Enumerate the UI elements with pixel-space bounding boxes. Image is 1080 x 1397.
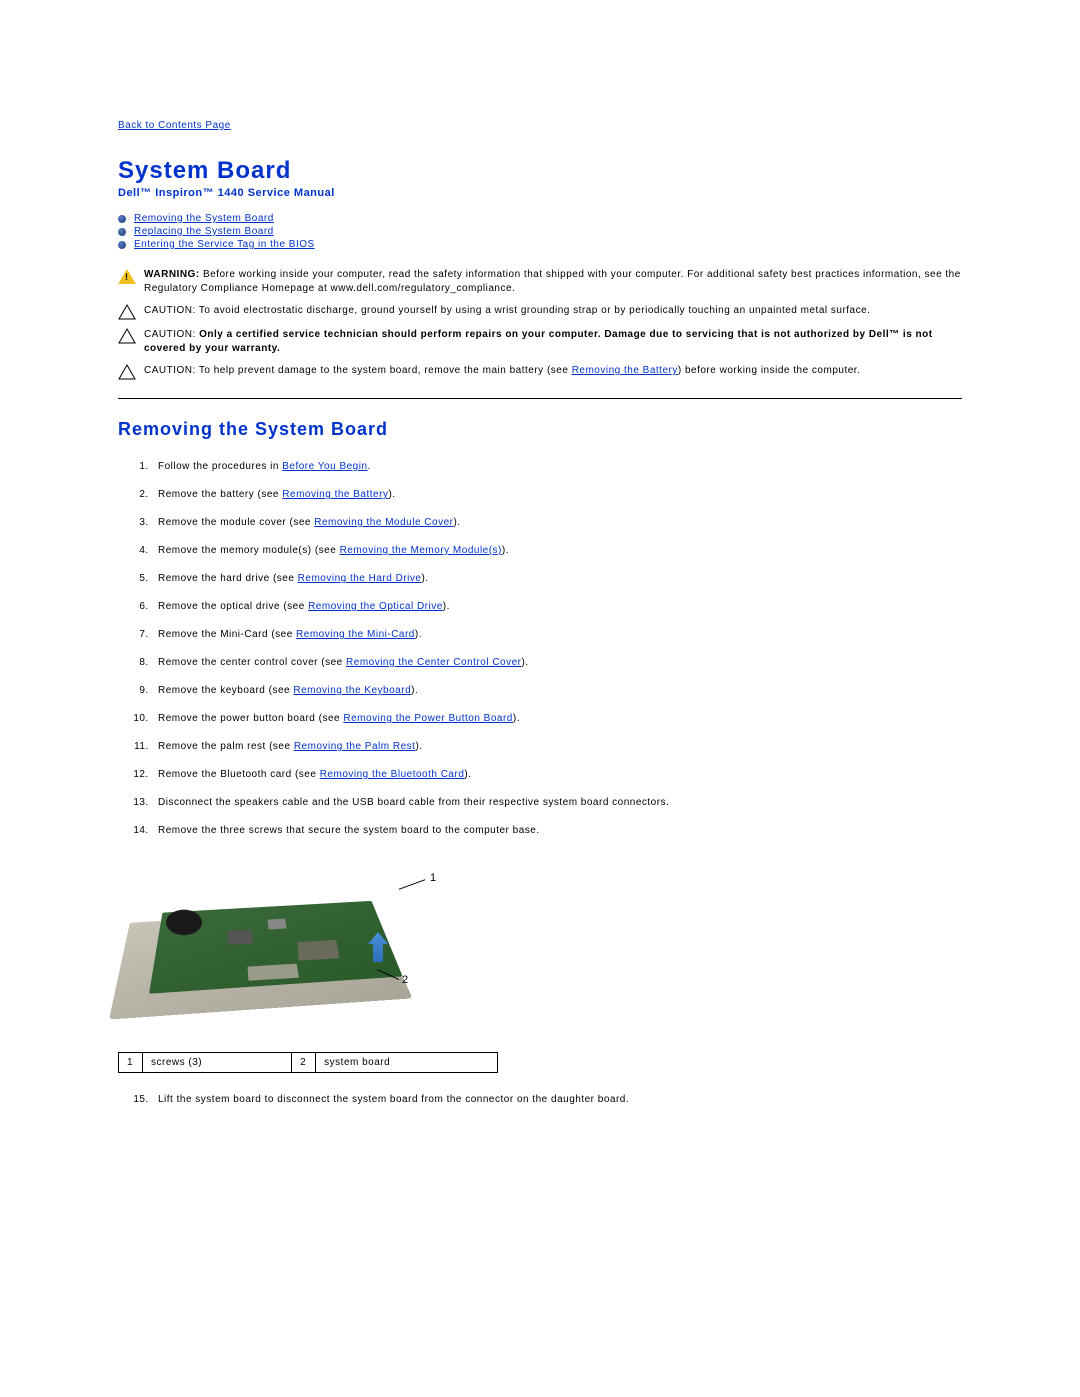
- section-title: Removing the System Board: [118, 419, 962, 440]
- step-15: Lift the system board to disconnect the …: [152, 1093, 962, 1107]
- caution-text: To avoid electrostatic discharge, ground…: [199, 305, 871, 316]
- step-7: Remove the Mini-Card (see Removing the M…: [152, 628, 962, 642]
- toc-link-replacing[interactable]: Replacing the System Board: [134, 226, 274, 237]
- section-divider: [118, 398, 962, 399]
- step-9: Remove the keyboard (see Removing the Ke…: [152, 684, 962, 698]
- legend-num-2: 2: [292, 1053, 316, 1073]
- step-link[interactable]: Removing the Palm Rest: [294, 741, 416, 752]
- callout-1: 1: [430, 872, 437, 884]
- caution-label: CAUTION:: [144, 305, 196, 316]
- caution-post: ) before working inside the computer.: [678, 365, 860, 376]
- warning-icon: [118, 268, 136, 284]
- callout-2: 2: [402, 974, 409, 986]
- step-link[interactable]: Removing the Power Button Board: [343, 713, 512, 724]
- step-5: Remove the hard drive (see Removing the …: [152, 572, 962, 586]
- step-12: Remove the Bluetooth card (see Removing …: [152, 768, 962, 782]
- caution-label: CAUTION:: [144, 329, 196, 340]
- step-link[interactable]: Before You Begin: [282, 461, 367, 472]
- caution-notice-tech: CAUTION: Only a certified service techni…: [118, 328, 962, 356]
- toc-link-removing[interactable]: Removing the System Board: [134, 213, 274, 224]
- toc-link-bios[interactable]: Entering the Service Tag in the BIOS: [134, 239, 315, 250]
- step-3: Remove the module cover (see Removing th…: [152, 516, 962, 530]
- procedure-steps-cont: Lift the system board to disconnect the …: [118, 1093, 962, 1107]
- step-1: Follow the procedures in Before You Begi…: [152, 460, 962, 474]
- step-link[interactable]: Removing the Module Cover: [314, 517, 453, 528]
- back-to-contents-link[interactable]: Back to Contents Page: [118, 120, 231, 131]
- caution-link-battery[interactable]: Removing the Battery: [572, 365, 678, 376]
- step-link[interactable]: Removing the Keyboard: [293, 685, 411, 696]
- step-2: Remove the battery (see Removing the Bat…: [152, 488, 962, 502]
- legend-num-1: 1: [119, 1053, 143, 1073]
- step-link[interactable]: Removing the Memory Module(s): [340, 545, 502, 556]
- caution-notice-esd: CAUTION: To avoid electrostatic discharg…: [118, 304, 962, 320]
- caution-text-bold: Only a certified service technician shou…: [144, 329, 933, 354]
- table-of-contents: Removing the System Board Replacing the …: [118, 213, 962, 250]
- page-subtitle: Dell™ Inspiron™ 1440 Service Manual: [118, 187, 962, 199]
- step-link[interactable]: Removing the Bluetooth Card: [320, 769, 465, 780]
- caution-icon: [118, 304, 136, 320]
- step-link[interactable]: Removing the Hard Drive: [298, 573, 422, 584]
- page-title: System Board: [118, 157, 962, 185]
- legend-label-1: screws (3): [143, 1053, 292, 1073]
- warning-label: WARNING:: [144, 269, 200, 280]
- procedure-steps: Follow the procedures in Before You Begi…: [118, 460, 962, 838]
- step-8: Remove the center control cover (see Rem…: [152, 656, 962, 670]
- caution-label: CAUTION:: [144, 365, 196, 376]
- step-11: Remove the palm rest (see Removing the P…: [152, 740, 962, 754]
- step-link[interactable]: Removing the Battery: [282, 489, 388, 500]
- step-13: Disconnect the speakers cable and the US…: [152, 796, 962, 810]
- step-link[interactable]: Removing the Center Control Cover: [346, 657, 521, 668]
- warning-text: Before working inside your computer, rea…: [144, 269, 961, 294]
- caution-pre: To help prevent damage to the system boa…: [199, 365, 572, 376]
- caution-notice-battery: CAUTION: To help prevent damage to the s…: [118, 364, 962, 380]
- step-14: Remove the three screws that secure the …: [152, 824, 962, 838]
- legend-label-2: system board: [316, 1053, 498, 1073]
- caution-icon: [118, 364, 136, 380]
- step-link[interactable]: Removing the Optical Drive: [308, 601, 443, 612]
- caution-icon: [118, 328, 136, 344]
- step-4: Remove the memory module(s) (see Removin…: [152, 544, 962, 558]
- step-6: Remove the optical drive (see Removing t…: [152, 600, 962, 614]
- step-10: Remove the power button board (see Remov…: [152, 712, 962, 726]
- diagram-legend: 1 screws (3) 2 system board: [118, 1052, 498, 1073]
- step-link[interactable]: Removing the Mini-Card: [296, 629, 415, 640]
- warning-notice: WARNING: Before working inside your comp…: [118, 268, 962, 296]
- system-board-diagram: 1 2: [118, 862, 438, 1042]
